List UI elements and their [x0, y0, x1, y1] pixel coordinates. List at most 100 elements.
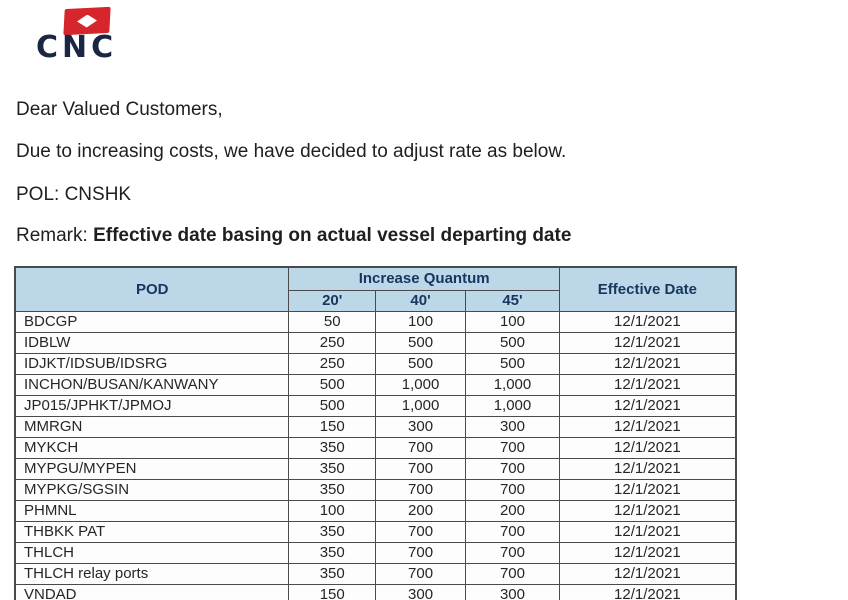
- qty-20-cell: 350: [288, 541, 376, 564]
- qty-20-cell: 350: [288, 478, 376, 501]
- qty-45-cell: 200: [465, 499, 560, 522]
- rate-table-body: BDCGP 50 100 100 12/1/2021 IDBLW 250 500 500 12/1…: [14, 310, 737, 600]
- qty-20-cell: 100: [288, 499, 376, 522]
- effective-date-cell: 12/1/2021: [558, 373, 737, 396]
- qty-20-cell: 500: [288, 373, 376, 396]
- qty-20-cell: 250: [288, 331, 376, 354]
- qty-40-cell: 200: [374, 499, 467, 522]
- qty-45-cell: 700: [465, 436, 560, 459]
- table-row: JP015/JPHKT/JPMOJ 500 1,000 1,000 12/1/2021: [14, 394, 737, 417]
- table-row: PHMNL 100 200 200 12/1/2021: [14, 499, 737, 522]
- cnc-logo-text: CNC: [36, 30, 118, 65]
- qty-40-cell: 500: [374, 352, 467, 375]
- qty-40-cell: 700: [374, 436, 467, 459]
- size-40-header: 40': [374, 289, 467, 312]
- qty-45-cell: 500: [465, 331, 560, 354]
- pod-cell: THLCH relay ports: [14, 562, 290, 585]
- table-row: THLCH 350 700 700 12/1/2021: [14, 541, 737, 564]
- qty-45-cell: 700: [465, 457, 560, 480]
- pod-cell: INCHON/BUSAN/KANWANY: [14, 373, 290, 396]
- pod-cell: VNDAD: [14, 583, 290, 600]
- qty-40-cell: 500: [374, 331, 467, 354]
- rate-table: POD Increase Quantum Effective Date 20' …: [14, 266, 737, 600]
- qty-20-cell: 150: [288, 583, 376, 600]
- qty-20-cell: 150: [288, 415, 376, 438]
- qty-45-cell: 700: [465, 541, 560, 564]
- effective-date-cell: 12/1/2021: [558, 394, 737, 417]
- table-row: IDJKT/IDSUB/IDSRG 250 500 500 12/1/2021: [14, 352, 737, 375]
- effective-date-cell: 12/1/2021: [558, 562, 737, 585]
- effective-date-cell: 12/1/2021: [558, 583, 737, 600]
- qty-45-cell: 500: [465, 352, 560, 375]
- qty-45-cell: 700: [465, 520, 560, 543]
- qty-45-cell: 700: [465, 562, 560, 585]
- qty-20-cell: 350: [288, 436, 376, 459]
- table-row: MYKCH 350 700 700 12/1/2021: [14, 436, 737, 459]
- table-row: VNDAD 150 300 300 12/1/2021: [14, 583, 737, 600]
- pol-text: POL: CNSHK: [16, 184, 132, 205]
- diamond-icon: [77, 14, 98, 28]
- remark-text: Remark: Effective date basing on actual …: [16, 224, 848, 247]
- size-45-header: 45': [465, 289, 560, 312]
- effective-date-cell: 12/1/2021: [558, 499, 737, 522]
- effective-date-cell: 12/1/2021: [558, 520, 737, 543]
- qty-40-cell: 1,000: [374, 394, 467, 417]
- effective-date-cell: 12/1/2021: [558, 457, 737, 480]
- qty-45-cell: 300: [465, 583, 560, 600]
- table-row: MYPKG/SGSIN 350 700 700 12/1/2021: [14, 478, 737, 501]
- header-row-top: POD Increase Quantum Effective Date: [14, 266, 737, 312]
- table-row: THLCH relay ports 350 700 700 12/1/2021: [14, 562, 737, 585]
- table-row: IDBLW 250 500 500 12/1/2021: [14, 331, 737, 354]
- table-row: MYPGU/MYPEN 350 700 700 12/1/2021: [14, 457, 737, 480]
- table-row: BDCGP 50 100 100 12/1/2021: [14, 310, 737, 333]
- rate-table-header: POD Increase Quantum Effective Date 20' …: [14, 266, 737, 312]
- qty-20-cell: 350: [288, 457, 376, 480]
- qty-40-cell: 700: [374, 478, 467, 501]
- effective-date-cell: 12/1/2021: [558, 478, 737, 501]
- qty-20-cell: 250: [288, 352, 376, 375]
- effective-date-cell: 12/1/2021: [558, 310, 737, 333]
- cnc-logo: CNC: [36, 6, 196, 66]
- pod-header: POD: [14, 266, 290, 312]
- pod-cell: THBKK PAT: [14, 520, 290, 543]
- qty-20-cell: 350: [288, 562, 376, 585]
- qty-20-cell: 50: [288, 310, 376, 333]
- qty-40-cell: 700: [374, 541, 467, 564]
- pod-cell: THLCH: [14, 541, 290, 564]
- qty-40-cell: 700: [374, 562, 467, 585]
- qty-40-cell: 300: [374, 415, 467, 438]
- qty-40-cell: 100: [374, 310, 467, 333]
- effective-date-cell: 12/1/2021: [558, 436, 737, 459]
- pod-cell: MMRGN: [14, 415, 290, 438]
- increase-quantum-header: Increase Quantum: [288, 266, 560, 291]
- greeting-text: Dear Valued Customers,: [16, 99, 223, 120]
- pod-cell: MYPKG/SGSIN: [14, 478, 290, 501]
- qty-40-cell: 300: [374, 583, 467, 600]
- qty-45-cell: 1,000: [465, 373, 560, 396]
- announcement-text: Due to increasing costs, we have decided…: [16, 141, 567, 162]
- qty-40-cell: 1,000: [374, 373, 467, 396]
- header-row-sizes: 20' 40' 45': [15, 289, 736, 312]
- pod-cell: IDBLW: [14, 331, 290, 354]
- size-20-header: 20': [288, 289, 376, 312]
- qty-20-cell: 350: [288, 520, 376, 543]
- remark-label: Remark:: [16, 225, 94, 246]
- pod-cell: MYPGU/MYPEN: [14, 457, 290, 480]
- pod-cell: PHMNL: [14, 499, 290, 522]
- qty-40-cell: 700: [374, 457, 467, 480]
- effective-date-cell: 12/1/2021: [558, 541, 737, 564]
- qty-45-cell: 100: [465, 310, 560, 333]
- qty-40-cell: 700: [374, 520, 467, 543]
- effective-date-cell: 12/1/2021: [558, 352, 737, 375]
- pod-cell: MYKCH: [14, 436, 290, 459]
- remark-bold-text: Effective date basing on actual vessel d…: [93, 225, 572, 246]
- pod-cell: JP015/JPHKT/JPMOJ: [14, 394, 290, 417]
- pod-cell: IDJKT/IDSUB/IDSRG: [14, 352, 290, 375]
- table-row: INCHON/BUSAN/KANWANY 500 1,000 1,000 12/1/20…: [14, 373, 737, 396]
- table-row: MMRGN 150 300 300 12/1/2021: [14, 415, 737, 438]
- qty-45-cell: 700: [465, 478, 560, 501]
- table-row: THBKK PAT 350 700 700 12/1/2021: [14, 520, 737, 543]
- qty-45-cell: 300: [465, 415, 560, 438]
- effective-date-header: Effective Date: [558, 266, 737, 312]
- qty-45-cell: 1,000: [465, 394, 560, 417]
